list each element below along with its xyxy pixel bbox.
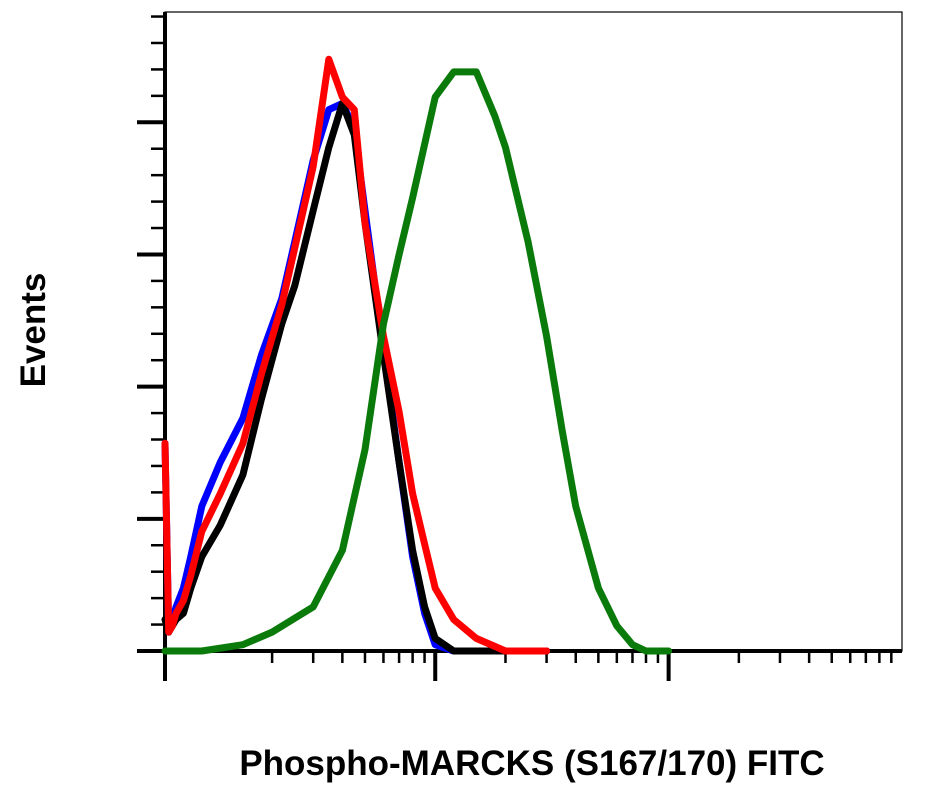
x-axis-ticks xyxy=(163,651,893,681)
series-lines xyxy=(161,55,673,655)
y-axis-label: Events xyxy=(14,273,53,388)
x-axis-label: Phospho-MARCKS (S167/170) FITC xyxy=(239,744,824,783)
y-axis-ticks xyxy=(137,15,165,653)
series-line-1 xyxy=(161,99,551,655)
series-line-2 xyxy=(161,99,551,655)
series-line-4 xyxy=(161,68,673,655)
series-line-3 xyxy=(161,55,551,655)
